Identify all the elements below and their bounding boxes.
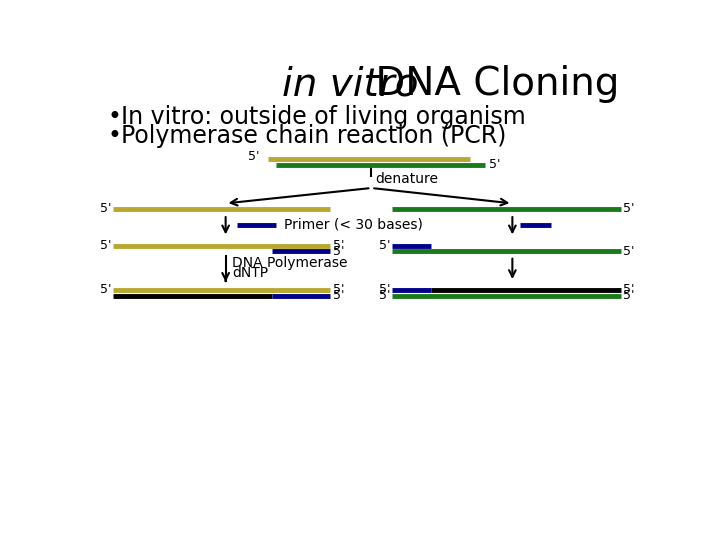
Text: dNTP: dNTP <box>232 266 268 280</box>
Text: DNA Polymerase: DNA Polymerase <box>232 256 347 271</box>
Text: denature: denature <box>375 172 438 186</box>
Text: •: • <box>107 105 121 129</box>
Text: 5': 5' <box>333 245 344 258</box>
Text: in vitro: in vitro <box>282 65 419 103</box>
Text: 5': 5' <box>333 239 344 252</box>
Text: 5': 5' <box>624 245 635 258</box>
Text: 5': 5' <box>333 289 344 302</box>
Text: •: • <box>107 124 121 148</box>
Text: 5': 5' <box>379 239 391 252</box>
Text: 5': 5' <box>333 283 344 296</box>
Text: 5': 5' <box>489 158 500 171</box>
Text: 5': 5' <box>100 202 112 215</box>
Text: 5': 5' <box>248 150 260 163</box>
Text: 5': 5' <box>100 283 112 296</box>
Text: 5': 5' <box>379 283 391 296</box>
Text: Polymerase chain reaction (PCR): Polymerase chain reaction (PCR) <box>121 124 506 148</box>
Text: 5': 5' <box>624 202 635 215</box>
Text: 5': 5' <box>100 239 112 252</box>
Text: In vitro: outside of living organism: In vitro: outside of living organism <box>121 105 526 129</box>
Text: 5': 5' <box>379 289 391 302</box>
Text: DNA Cloning: DNA Cloning <box>363 65 619 103</box>
Text: 5': 5' <box>624 283 635 296</box>
Text: 5': 5' <box>624 289 635 302</box>
Text: Primer (< 30 bases): Primer (< 30 bases) <box>284 218 423 232</box>
